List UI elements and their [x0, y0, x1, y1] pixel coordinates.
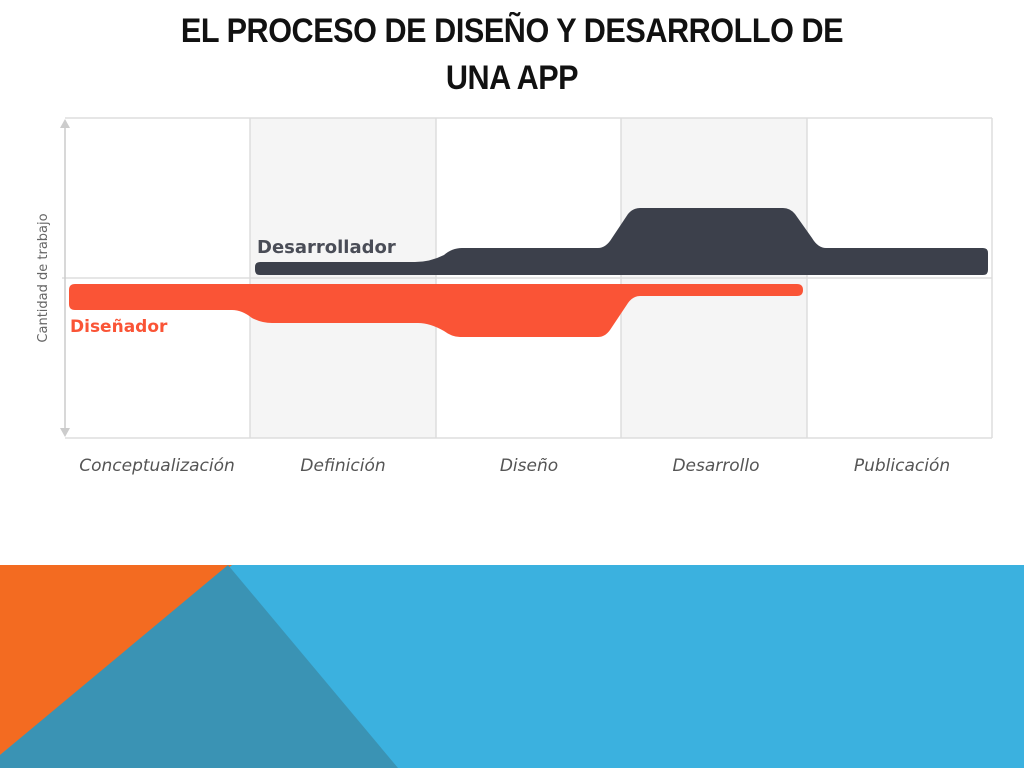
y-axis-arrowhead-down-icon	[60, 428, 70, 437]
footer-decoration	[0, 565, 1024, 768]
designer-label: Diseñador	[70, 317, 168, 337]
grid-lines	[62, 117, 993, 439]
developer-label: Desarrollador	[257, 237, 396, 258]
phase-label-conceptualizacion: Conceptualización	[79, 456, 235, 476]
phase-label-publicacion: Publicación	[854, 456, 950, 476]
phase-label-diseno: Diseño	[500, 456, 558, 476]
y-axis-arrow	[60, 119, 70, 437]
slide-title: EL PROCESO DE DISEÑO Y DESARROLLO DE UNA…	[51, 8, 973, 102]
y-axis-label: Cantidad de trabajo	[36, 213, 51, 342]
y-axis-arrowhead-up-icon	[60, 119, 70, 128]
phase-labels: Conceptualización Definición Diseño Desa…	[79, 456, 950, 476]
developer-workload-band	[255, 208, 988, 275]
footer-teal-triangle	[0, 565, 398, 768]
workload-diagram: Cantidad de trabajo Desarrollador Diseña…	[36, 117, 993, 476]
slide-title-line-1: EL PROCESO DE DISEÑO Y DESARROLLO DE	[180, 12, 844, 50]
slide-title-line-2: UNA APP	[445, 59, 579, 97]
phase-label-desarrollo: Desarrollo	[672, 456, 759, 476]
designer-workload-band	[69, 284, 803, 337]
phase-label-definicion: Definición	[300, 456, 385, 476]
